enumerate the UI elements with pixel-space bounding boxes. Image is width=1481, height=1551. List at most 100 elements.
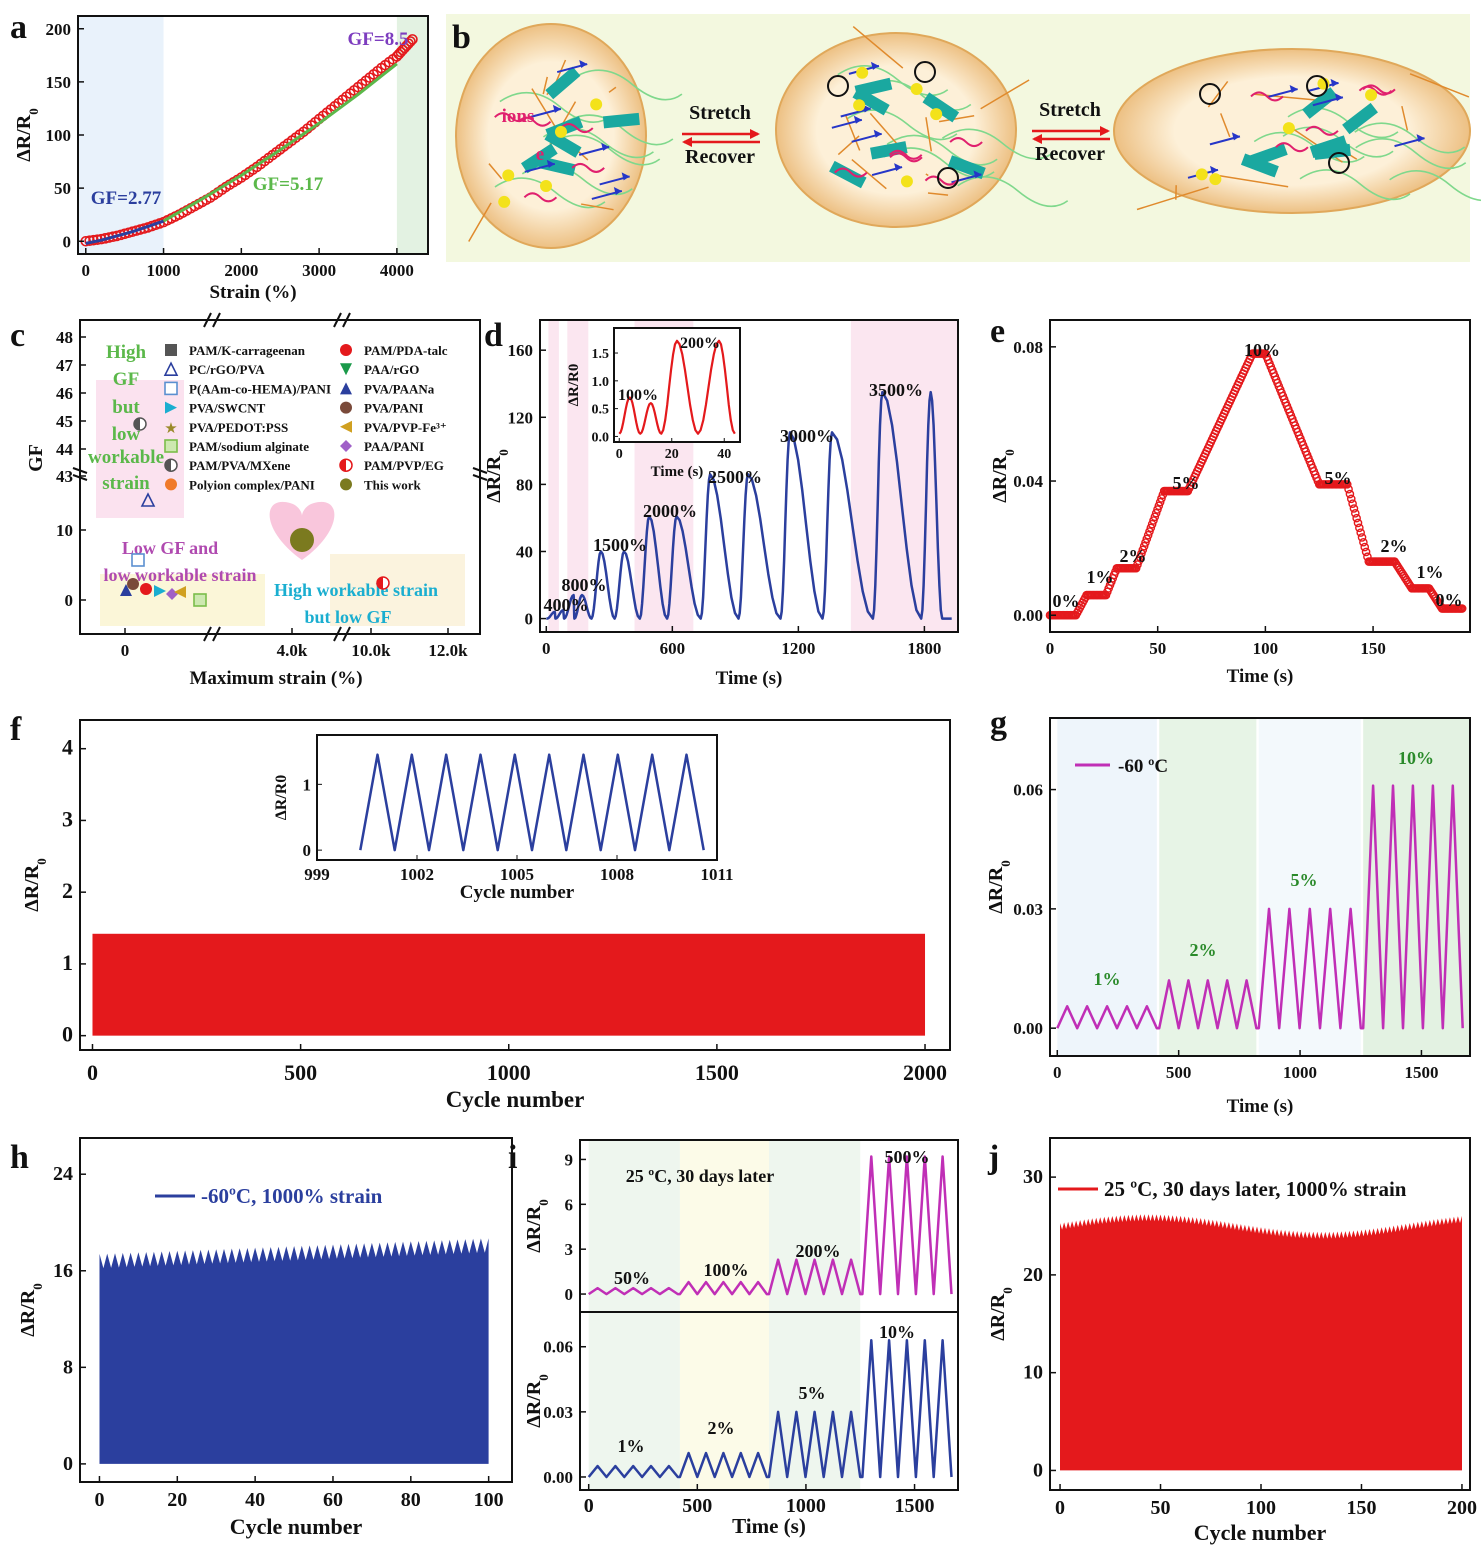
polymer-chain — [562, 114, 674, 146]
x-tick-label: 150 — [1346, 1497, 1376, 1519]
x-tick-label: 3000 — [302, 261, 336, 280]
arrow-head — [1209, 165, 1218, 174]
x-axis-label: Time (s) — [716, 668, 783, 689]
step-label: 10% — [1244, 340, 1280, 360]
data-point — [1348, 499, 1357, 508]
y-tick-label: 0 — [1033, 1459, 1043, 1481]
legend-entry: PAM/PVP/EG — [364, 458, 444, 473]
data-point — [1361, 547, 1371, 557]
note-text: 25 ºC, 30 days later — [626, 1166, 774, 1186]
arrow-head — [621, 172, 630, 181]
y-axis-label: ΔR/R0 — [17, 1283, 45, 1336]
legend-marker — [165, 344, 177, 356]
x-tick-label: 2000 — [903, 1060, 947, 1085]
data-point — [1135, 552, 1145, 562]
strain-band — [769, 1140, 861, 1490]
y-tick-label: 0.5 — [592, 403, 610, 418]
panel-letter-f: f — [10, 711, 22, 748]
y-tick-label: 2 — [62, 878, 73, 903]
arrow-head — [894, 163, 903, 172]
ion-path — [924, 175, 959, 186]
panel-letter-c: c — [10, 317, 25, 354]
arrow-head — [870, 61, 879, 70]
arrow-head — [973, 170, 982, 179]
y-tick-label: 0 — [303, 841, 312, 860]
high-gf-text: workable — [88, 447, 164, 468]
x-tick-label: 999 — [304, 865, 330, 884]
polymer-chain — [571, 69, 683, 101]
x-tick-label: 0 — [82, 261, 91, 280]
step-label: 100% — [704, 1260, 749, 1280]
nanosheet — [602, 112, 640, 129]
x-axis-label: Cycle number — [230, 1514, 363, 1539]
low-gf-text: Low GF and — [122, 538, 218, 558]
broken-bond-circle — [1199, 83, 1221, 105]
step-label: 50% — [614, 1268, 650, 1288]
panel-letter-i: i — [508, 1139, 517, 1176]
recover-label: Recover — [685, 146, 755, 168]
data-point — [1342, 480, 1352, 489]
y-tick-label: 46 — [56, 384, 73, 403]
polymer-chain — [499, 91, 611, 124]
y-tick-label: 40 — [516, 542, 533, 561]
strain-band — [567, 320, 589, 632]
annotation: GF=8.5 — [348, 29, 409, 50]
strain-band — [679, 1140, 769, 1490]
data-point — [1137, 549, 1146, 558]
ion-cluster — [900, 175, 913, 188]
legend-marker — [163, 361, 179, 377]
data-point — [1356, 528, 1365, 537]
strain-band — [78, 16, 164, 254]
legend-marker — [140, 583, 152, 595]
legend-marker — [340, 478, 352, 491]
arrow-head — [601, 142, 610, 151]
legend-entry: Polyion complex/PANI — [189, 477, 315, 492]
inset-label: 100% — [618, 387, 658, 404]
strain-band — [850, 320, 958, 632]
step-label: 2% — [1120, 546, 1147, 566]
step-label: 0% — [1436, 590, 1463, 610]
data-point — [1134, 556, 1144, 566]
ion-cluster — [554, 125, 567, 138]
x-tick-label: 1500 — [695, 1060, 739, 1085]
x-tick-label: 100 — [1246, 1497, 1276, 1519]
ion-path — [1358, 85, 1393, 96]
legend-entry: PVA/PAANa — [364, 381, 435, 396]
legend-marker — [340, 344, 352, 356]
x-tick-label: 0 — [1053, 1063, 1062, 1082]
x-tick-label: 4.0k — [277, 641, 308, 660]
data-point — [1346, 494, 1356, 504]
high-gf-text: strain — [102, 473, 150, 494]
polymer-chain — [549, 134, 661, 166]
ion-cluster — [590, 98, 603, 111]
x-tick-label: 1000 — [786, 1495, 826, 1517]
axis-break — [212, 312, 221, 328]
ion-cluster — [856, 66, 869, 79]
step-label: 1% — [1087, 567, 1114, 587]
step-label: 1% — [1417, 562, 1444, 582]
step-label: 5% — [1173, 473, 1200, 493]
annotation: GF=2.77 — [91, 188, 162, 209]
x-tick-label: 1005 — [500, 865, 534, 884]
step-label: 200% — [796, 1241, 841, 1261]
x-tick-label: 1002 — [400, 865, 434, 884]
legend-marker — [127, 578, 139, 590]
polymer-chain — [1389, 170, 1481, 201]
legend-marker — [340, 420, 352, 433]
data-point — [1360, 542, 1370, 552]
inset-x-label: Cycle number — [460, 882, 575, 903]
crosslink — [468, 202, 492, 242]
x-tick-label: 0 — [616, 447, 623, 462]
strain-band — [1159, 718, 1257, 1056]
data-point — [1153, 505, 1162, 514]
polymer-chain — [957, 176, 1069, 208]
crosslink — [1136, 186, 1209, 211]
x-tick-label: 1008 — [600, 865, 634, 884]
data-point — [1355, 523, 1364, 533]
data-point — [1141, 538, 1150, 547]
data-point — [1142, 534, 1152, 544]
x-tick-label: 100 — [474, 1489, 504, 1511]
y-tick-label: 16 — [53, 1260, 73, 1282]
x-tick-label: 500 — [284, 1060, 317, 1085]
ion-cluster — [853, 99, 866, 112]
